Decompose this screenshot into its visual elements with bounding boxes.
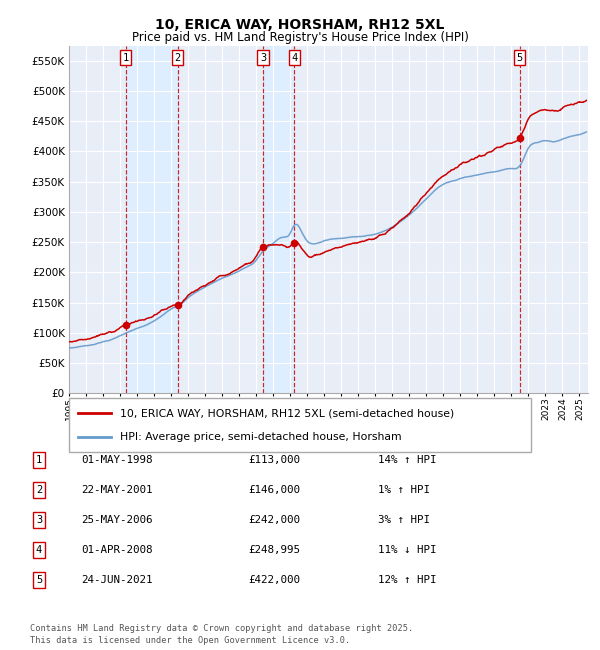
Text: 2: 2: [36, 485, 42, 495]
Text: 1% ↑ HPI: 1% ↑ HPI: [378, 485, 430, 495]
Text: 2: 2: [175, 53, 181, 62]
Text: 1: 1: [122, 53, 129, 62]
Text: 5: 5: [517, 53, 523, 62]
Text: 10, ERICA WAY, HORSHAM, RH12 5XL: 10, ERICA WAY, HORSHAM, RH12 5XL: [155, 18, 445, 32]
Text: 12% ↑ HPI: 12% ↑ HPI: [378, 575, 437, 585]
FancyBboxPatch shape: [69, 398, 531, 452]
Text: 01-MAY-1998: 01-MAY-1998: [81, 455, 152, 465]
Text: £422,000: £422,000: [248, 575, 300, 585]
Text: 4: 4: [292, 53, 298, 62]
Text: 14% ↑ HPI: 14% ↑ HPI: [378, 455, 437, 465]
Text: Contains HM Land Registry data © Crown copyright and database right 2025.
This d: Contains HM Land Registry data © Crown c…: [30, 624, 413, 645]
Text: 1: 1: [36, 455, 42, 465]
Bar: [125, 46, 178, 393]
Text: 01-APR-2008: 01-APR-2008: [81, 545, 152, 555]
Text: £113,000: £113,000: [248, 455, 300, 465]
Text: £146,000: £146,000: [248, 485, 300, 495]
Text: 10, ERICA WAY, HORSHAM, RH12 5XL (semi-detached house): 10, ERICA WAY, HORSHAM, RH12 5XL (semi-d…: [120, 408, 454, 419]
Text: 5: 5: [36, 575, 42, 585]
Text: Price paid vs. HM Land Registry's House Price Index (HPI): Price paid vs. HM Land Registry's House …: [131, 31, 469, 44]
Text: 3% ↑ HPI: 3% ↑ HPI: [378, 515, 430, 525]
Text: 25-MAY-2006: 25-MAY-2006: [81, 515, 152, 525]
Text: 22-MAY-2001: 22-MAY-2001: [81, 485, 152, 495]
Bar: [263, 46, 295, 393]
Text: 3: 3: [36, 515, 42, 525]
Text: 24-JUN-2021: 24-JUN-2021: [81, 575, 152, 585]
Text: 3: 3: [260, 53, 266, 62]
Text: 11% ↓ HPI: 11% ↓ HPI: [378, 545, 437, 555]
Text: 4: 4: [36, 545, 42, 555]
Text: £248,995: £248,995: [248, 545, 300, 555]
Text: £242,000: £242,000: [248, 515, 300, 525]
Text: HPI: Average price, semi-detached house, Horsham: HPI: Average price, semi-detached house,…: [120, 432, 401, 442]
